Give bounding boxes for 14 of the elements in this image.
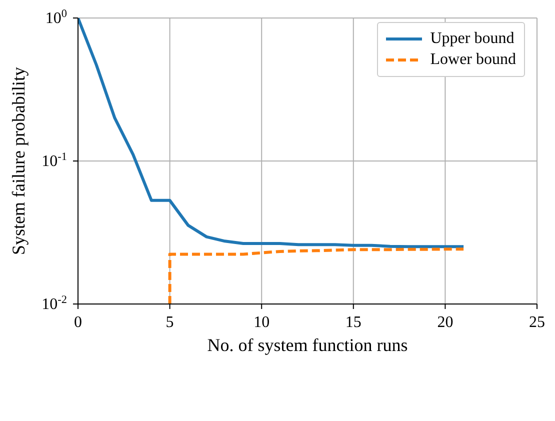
y-tick-label: 10$^{-1}$ xyxy=(42,151,67,170)
x-tick-label: 5 xyxy=(166,314,174,331)
y-tick-label: 10$^{0}$ xyxy=(45,8,68,27)
x-tick-label: 25 xyxy=(529,314,545,331)
legend-label: Upper bound xyxy=(430,30,514,48)
x-axis-title: No. of system function runs xyxy=(207,334,408,355)
line-series xyxy=(168,248,466,304)
y-axis-title: System failure probability xyxy=(8,67,28,255)
x-tick-label: 15 xyxy=(345,314,362,331)
x-tick-label: 10 xyxy=(254,314,270,331)
x-tick-label: 0 xyxy=(74,314,82,331)
legend-label: Lower bound xyxy=(430,51,516,69)
y-tick-label: 10$^{-2}$ xyxy=(42,294,67,313)
x-tick-label: 20 xyxy=(437,314,454,331)
